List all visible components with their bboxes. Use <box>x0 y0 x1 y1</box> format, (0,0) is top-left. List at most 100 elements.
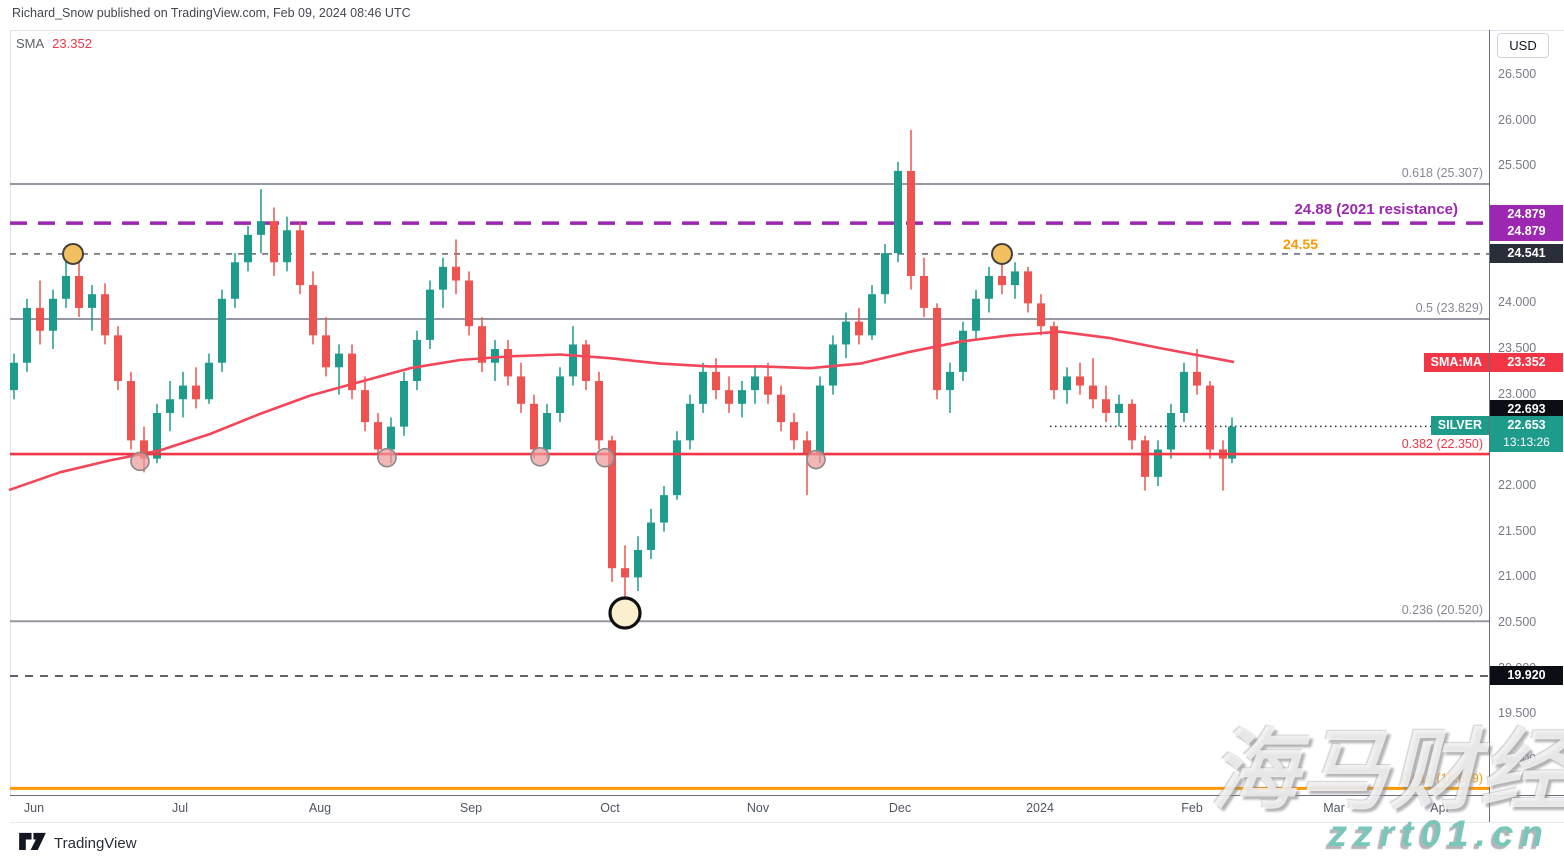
price-tick: 26.500 <box>1498 67 1537 82</box>
price-tick: 25.500 <box>1498 158 1537 173</box>
candle-body <box>816 385 824 455</box>
watermark-site-name: 海马财经 <box>1209 721 1564 820</box>
candle-body <box>764 376 772 395</box>
candle-body <box>972 298 980 331</box>
price-tick: 22.000 <box>1498 478 1537 493</box>
candle-body <box>127 380 135 441</box>
candle-body <box>608 440 616 569</box>
candle-body <box>920 275 928 308</box>
candle-body <box>699 371 707 404</box>
tradingview-logo-icon[interactable] <box>18 830 47 856</box>
last-price-badge: 22.653 13:13:26 <box>1490 416 1563 453</box>
candle-body <box>569 344 577 377</box>
footer-separator <box>10 822 1564 823</box>
sma-price-badge: 23.352 <box>1490 352 1563 372</box>
candle-body <box>179 385 187 400</box>
candle-body <box>673 440 681 496</box>
candle-body <box>75 275 83 308</box>
candle-body <box>751 376 759 391</box>
candle-body <box>1063 376 1071 391</box>
pink-circle-marker[interactable] <box>377 447 397 468</box>
candle-body <box>998 275 1006 286</box>
price-tick: 23.500 <box>1498 341 1537 356</box>
candle-body <box>465 280 473 327</box>
price-tick: 26.000 <box>1498 112 1537 127</box>
candle-body <box>907 170 915 276</box>
candle-body <box>582 344 590 381</box>
candle-body <box>725 390 733 404</box>
candle-body <box>101 294 109 336</box>
pink-circle-marker[interactable] <box>595 447 615 468</box>
pink-circle-marker[interactable] <box>130 451 150 472</box>
price-axis-separator <box>1489 30 1490 822</box>
price-tick: 24.000 <box>1498 295 1537 310</box>
candle-body <box>205 362 213 400</box>
candle-body <box>361 390 369 423</box>
candle-body <box>1102 399 1110 413</box>
candle-body <box>10 362 18 391</box>
candle-body <box>257 221 265 235</box>
candle-body <box>322 335 330 368</box>
publish-attribution: Richard_Snow published on TradingView.co… <box>12 6 411 20</box>
price-tick: 19.000 <box>1498 752 1537 767</box>
indicator-value: 23.352 <box>52 36 92 51</box>
candle-body <box>400 380 408 427</box>
candle-body <box>777 394 785 423</box>
countdown-price-badge: 22.693 <box>1490 399 1563 419</box>
candle-body <box>478 326 486 363</box>
candle-body <box>1228 426 1236 459</box>
candle-body <box>894 170 902 254</box>
pink-circle-marker[interactable] <box>530 446 550 467</box>
candle-body <box>62 275 70 299</box>
candle-body <box>530 403 538 450</box>
candle-body <box>88 294 96 308</box>
candle-body <box>842 321 850 345</box>
candle-body <box>348 353 356 391</box>
candle-body <box>985 275 993 299</box>
candle-body <box>1193 371 1201 386</box>
candle-body <box>868 294 876 336</box>
silver-tag-chip: SILVER <box>1430 416 1489 436</box>
tradingview-brand-label[interactable]: TradingView <box>54 834 137 852</box>
candle-body <box>36 307 44 331</box>
candle-body <box>1037 303 1045 327</box>
plot-border-top <box>10 30 1564 31</box>
pink-circle-marker[interactable] <box>806 449 826 470</box>
time-label-jul: Jul <box>172 801 188 815</box>
candle-body <box>1128 403 1136 441</box>
orange-circle-marker[interactable] <box>62 242 84 265</box>
time-label-feb: Feb <box>1181 801 1203 815</box>
candle-body <box>517 376 525 404</box>
candle-body <box>1180 371 1188 413</box>
candle-body <box>686 403 694 441</box>
candle-body <box>335 353 343 368</box>
currency-button[interactable]: USD <box>1497 33 1549 58</box>
orange-circle-marker[interactable] <box>991 242 1013 265</box>
candlesticks[interactable] <box>10 129 1236 614</box>
price-tick: 19.500 <box>1498 706 1537 721</box>
candle-body <box>543 412 551 450</box>
alert-price-badge: 19.920 <box>1490 665 1563 685</box>
price-tick: 23.000 <box>1498 386 1537 401</box>
candle-body <box>1206 385 1214 450</box>
price-tick: 21.500 <box>1498 523 1537 538</box>
sma-line[interactable] <box>8 330 1235 492</box>
candle-body <box>452 266 460 281</box>
indicator-legend[interactable]: SMA 23.352 <box>16 36 92 51</box>
candle-body <box>231 262 239 299</box>
candle-body <box>1167 412 1175 450</box>
candle-body <box>1011 271 1019 286</box>
sma-ma-tag-chip: SMA:MA <box>1423 352 1489 372</box>
price-tick: 20.500 <box>1498 615 1537 630</box>
watermark-site-url: zzrt01.cn <box>1328 813 1550 854</box>
time-label-sep: Sep <box>459 801 483 815</box>
candle-body <box>218 298 226 363</box>
cream-circle-marker[interactable] <box>608 596 642 630</box>
candle-body <box>387 426 395 450</box>
candle-body <box>959 330 967 372</box>
candle-body <box>1154 449 1162 477</box>
level-price-badge: 24.541 <box>1490 243 1563 263</box>
resistance-price-badge: 24.879 24.879 <box>1490 205 1563 242</box>
candle-body <box>634 549 642 578</box>
